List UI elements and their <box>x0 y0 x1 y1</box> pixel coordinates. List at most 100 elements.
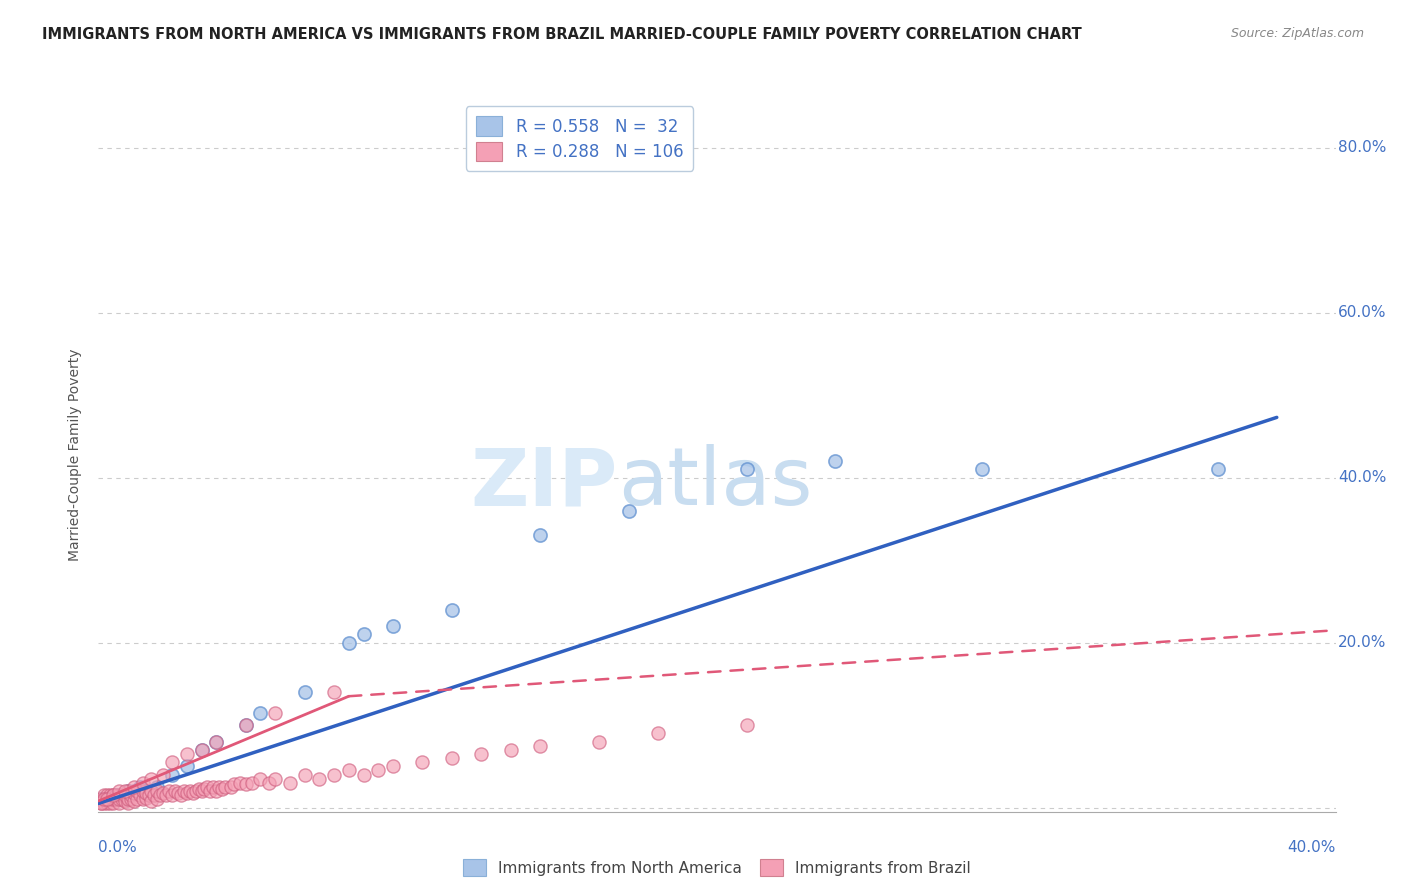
Point <box>235 718 257 732</box>
Point <box>125 784 148 798</box>
Point <box>249 706 271 720</box>
Point <box>135 790 157 805</box>
Point <box>214 780 236 794</box>
Point <box>235 718 257 732</box>
Text: 20.0%: 20.0% <box>1339 635 1386 650</box>
Point <box>264 772 287 786</box>
Point <box>101 797 124 811</box>
Point <box>170 789 193 803</box>
Point <box>98 789 121 803</box>
Text: atlas: atlas <box>619 444 813 523</box>
Point <box>122 794 145 808</box>
Point <box>111 792 134 806</box>
Point <box>131 792 153 806</box>
Point <box>588 734 610 748</box>
Point <box>163 784 186 798</box>
Point <box>101 789 124 803</box>
Point <box>278 776 301 790</box>
Point <box>249 772 271 786</box>
Point <box>146 784 169 798</box>
Point <box>128 780 150 794</box>
Point <box>529 739 551 753</box>
Point <box>114 794 136 808</box>
Point <box>114 789 136 803</box>
Point <box>135 784 157 798</box>
Point <box>382 759 405 773</box>
Point <box>155 789 177 803</box>
Point <box>240 776 263 790</box>
Point <box>211 782 233 797</box>
Text: 40.0%: 40.0% <box>1339 470 1386 485</box>
Point <box>141 772 163 786</box>
Point <box>200 784 222 798</box>
Point <box>105 792 128 806</box>
Text: 80.0%: 80.0% <box>1339 140 1386 155</box>
Point <box>499 743 522 757</box>
Point <box>93 792 115 806</box>
Point <box>141 784 163 798</box>
Legend: Immigrants from North America, Immigrants from Brazil: Immigrants from North America, Immigrant… <box>457 853 977 882</box>
Point <box>149 789 172 803</box>
Point <box>337 764 360 778</box>
Point <box>125 792 148 806</box>
Point <box>190 743 212 757</box>
Point <box>117 784 139 798</box>
Point <box>131 776 153 790</box>
Point <box>187 782 209 797</box>
Point <box>193 782 215 797</box>
Point <box>323 685 346 699</box>
Y-axis label: Married-Couple Family Poverty: Married-Couple Family Poverty <box>67 349 82 561</box>
Point <box>120 792 142 806</box>
Point <box>108 792 131 806</box>
Point <box>337 635 360 649</box>
Point <box>440 751 463 765</box>
Point <box>141 794 163 808</box>
Point <box>157 784 180 798</box>
Point <box>143 789 166 803</box>
Point <box>205 734 228 748</box>
Point <box>90 797 112 811</box>
Point <box>353 767 375 781</box>
Point <box>617 503 640 517</box>
Text: Source: ZipAtlas.com: Source: ZipAtlas.com <box>1230 27 1364 40</box>
Point <box>235 777 257 791</box>
Point <box>122 784 145 798</box>
Point <box>294 767 316 781</box>
Point <box>219 780 242 794</box>
Point <box>114 784 136 798</box>
Point <box>108 789 131 803</box>
Point <box>90 797 112 811</box>
Point <box>131 784 153 798</box>
Point <box>138 789 160 803</box>
Point <box>96 792 118 806</box>
Point <box>529 528 551 542</box>
Point <box>160 756 183 770</box>
Point <box>93 792 115 806</box>
Point <box>108 797 131 811</box>
Point <box>735 718 758 732</box>
Point <box>111 789 134 803</box>
Text: 40.0%: 40.0% <box>1288 840 1336 855</box>
Point <box>101 789 124 803</box>
Point <box>229 776 252 790</box>
Point <box>181 786 204 800</box>
Point <box>101 792 124 806</box>
Point <box>152 767 174 781</box>
Point <box>146 792 169 806</box>
Point <box>117 792 139 806</box>
Point <box>167 786 190 800</box>
Point <box>190 743 212 757</box>
Point <box>972 462 994 476</box>
Text: ZIP: ZIP <box>471 444 619 523</box>
Point <box>208 780 231 794</box>
Point <box>353 627 375 641</box>
Point <box>176 759 198 773</box>
Point <box>128 789 150 803</box>
Point <box>120 789 142 803</box>
Point <box>96 792 118 806</box>
Point <box>135 786 157 800</box>
Point <box>96 792 118 806</box>
Point <box>647 726 669 740</box>
Point <box>105 789 128 803</box>
Point <box>93 797 115 811</box>
